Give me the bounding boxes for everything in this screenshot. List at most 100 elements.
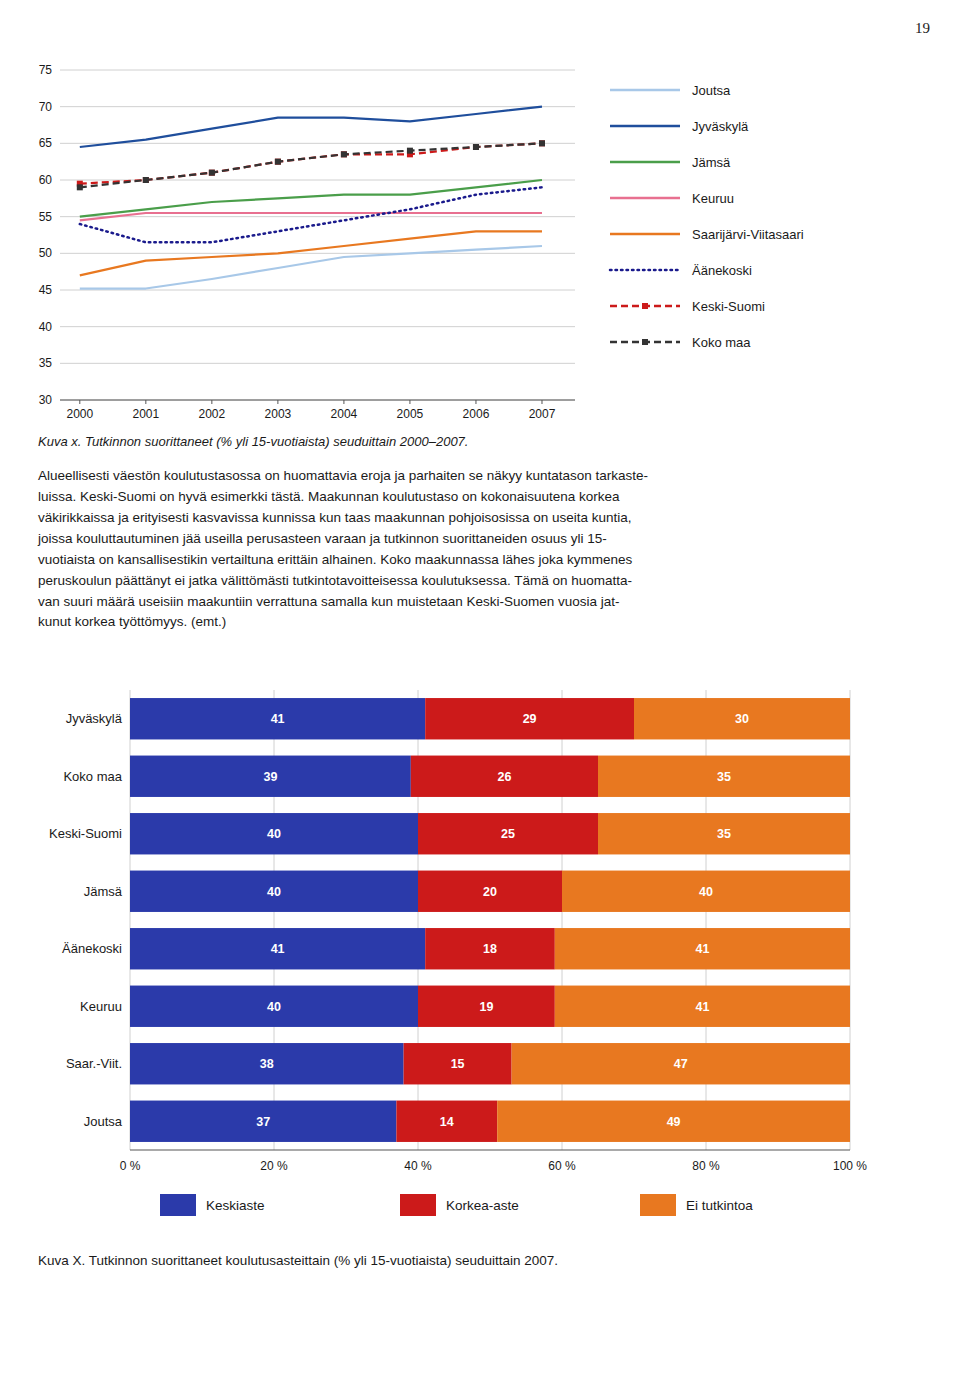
y-tick-label: 45 <box>39 283 53 297</box>
data-label: 47 <box>674 1057 688 1071</box>
legend-label: Koko maa <box>692 335 751 350</box>
bar-segment <box>598 813 850 854</box>
x-tick-label: 2004 <box>331 407 358 421</box>
legend-line <box>610 233 680 236</box>
grid-line <box>60 400 575 401</box>
legend-swatch <box>400 1194 436 1216</box>
data-label: 49 <box>667 1115 681 1129</box>
series-marker <box>473 144 479 150</box>
y-tick-label: 75 <box>39 63 53 77</box>
legend-swatch <box>160 1194 196 1216</box>
x-tick-label: 2001 <box>132 407 159 421</box>
data-label: 25 <box>501 827 515 841</box>
bar-segment <box>418 871 562 912</box>
data-label: 41 <box>271 712 285 726</box>
x-tick-label: 2007 <box>529 407 556 421</box>
series-marker <box>143 177 149 183</box>
bar-segment <box>130 1101 396 1142</box>
grid-line <box>60 70 575 71</box>
y-tick-label: 40 <box>39 320 53 334</box>
series-line <box>80 246 542 289</box>
legend-line <box>610 197 680 200</box>
x-tick-label: 60 % <box>548 1159 576 1173</box>
legend-label: Korkea-aste <box>446 1198 519 1213</box>
bar-segment <box>425 928 555 969</box>
bar-segment <box>598 756 850 797</box>
x-tick-label: 0 % <box>120 1159 141 1173</box>
y-tick-label: 60 <box>39 173 53 187</box>
data-label: 35 <box>717 770 731 784</box>
grid-line <box>60 143 575 144</box>
series-line <box>80 231 542 275</box>
legend-label: Jämsä <box>692 155 731 170</box>
bar-segment <box>497 1101 850 1142</box>
legend: JoutsaJyväskyläJämsäKeuruuSaarijärvi-Vii… <box>610 83 804 350</box>
bar-segment <box>555 986 850 1027</box>
legend-label: Äänekoski <box>692 263 752 278</box>
series-line <box>80 180 542 217</box>
legend-line <box>610 161 680 164</box>
data-label: 40 <box>267 1000 281 1014</box>
series-marker <box>275 159 281 165</box>
category-label: Saar.-Viit. <box>66 1056 122 1071</box>
legend-swatch <box>640 1194 676 1216</box>
bar-segment <box>411 756 598 797</box>
legend: KeskiasteKorkea-asteEi tutkintoa <box>160 1194 753 1216</box>
plot-area <box>77 107 545 289</box>
data-label: 35 <box>717 827 731 841</box>
bar-segment <box>130 1043 404 1084</box>
page-number: 19 <box>915 20 930 37</box>
grid-line <box>60 253 575 254</box>
series-line <box>80 213 542 220</box>
series-marker <box>275 159 281 165</box>
legend-label: Joutsa <box>692 83 731 98</box>
series-line <box>80 143 542 183</box>
body-text: Alueellisesti väestön koulutustasossa on… <box>38 466 922 633</box>
series-marker <box>209 170 215 176</box>
series-marker <box>407 148 413 154</box>
x-tick <box>475 400 476 404</box>
data-label: 41 <box>271 942 285 956</box>
x-tick <box>343 400 344 404</box>
grid-line <box>60 290 575 291</box>
legend-line <box>610 269 680 272</box>
series-line <box>80 187 542 242</box>
line-chart: 3035404550556065707520002001200220032004… <box>38 63 804 449</box>
series-marker <box>143 177 149 183</box>
x-tick <box>211 400 212 404</box>
y-tick-label: 70 <box>39 100 53 114</box>
bar-segment <box>396 1101 497 1142</box>
bar-segment <box>425 698 634 739</box>
data-label: 41 <box>695 942 709 956</box>
x-tick-label: 2006 <box>463 407 490 421</box>
bar-segment <box>418 986 555 1027</box>
bar-segment <box>130 698 425 739</box>
series-marker <box>341 151 347 157</box>
data-label: 40 <box>267 885 281 899</box>
x-tick-label: 2002 <box>199 407 226 421</box>
bar-segment <box>130 813 418 854</box>
series-line <box>80 143 542 187</box>
category-label: Koko maa <box>63 769 122 784</box>
series-marker <box>539 140 545 146</box>
x-tick <box>409 400 410 404</box>
data-label: 40 <box>267 827 281 841</box>
page-charts: 3035404550556065707520002001200220032004… <box>0 0 960 1394</box>
x-tick-label: 2005 <box>397 407 424 421</box>
bar-segment <box>404 1043 512 1084</box>
bar-segment <box>418 813 598 854</box>
x-tick-label: 80 % <box>692 1159 720 1173</box>
data-labels: 4129303926354025354020404118414019413815… <box>256 712 749 1129</box>
x-tick-label: 100 % <box>833 1159 867 1173</box>
category-label: Keski-Suomi <box>49 826 122 841</box>
grid-line <box>60 106 575 107</box>
category-label: Joutsa <box>84 1114 123 1129</box>
data-label: 37 <box>256 1115 270 1129</box>
legend-marker <box>642 339 648 345</box>
category-label: Jyväskylä <box>66 711 123 726</box>
legend-label: Jyväskylä <box>692 119 749 134</box>
series-line <box>80 107 542 147</box>
data-label: 39 <box>263 770 277 784</box>
x-axis-line <box>130 1150 850 1151</box>
data-label: 40 <box>699 885 713 899</box>
